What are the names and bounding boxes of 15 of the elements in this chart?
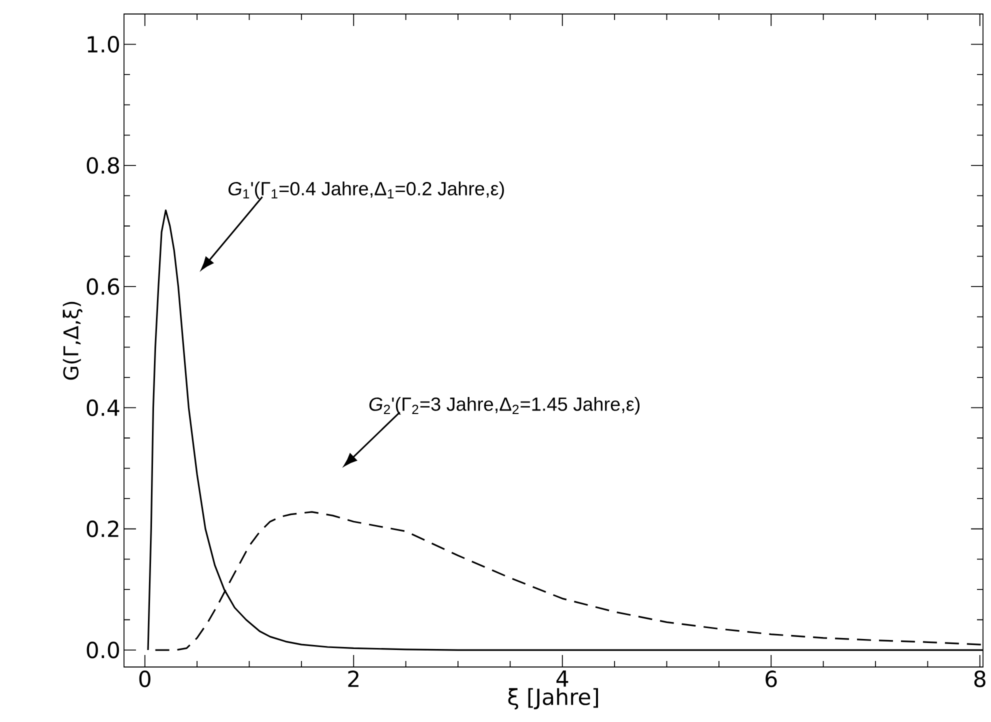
x-axis-title: ξ [Jahre] bbox=[508, 688, 598, 710]
annotation: G$_{2}$'(Γ$_{2}$=3 Jahre,Δ$_{2}$=1.45 Jahre,ε) bbox=[369, 396, 640, 415]
x-tick-label: 6 bbox=[766, 670, 777, 688]
y-tick-label: 0.8 bbox=[86, 157, 119, 174]
x-tick-label: 0 bbox=[139, 670, 150, 688]
x-tick-label: 2 bbox=[348, 670, 358, 687]
y-tick-label: 0.2 bbox=[86, 520, 118, 538]
x-tick-label: 4 bbox=[556, 670, 568, 687]
x-tick-label: 8 bbox=[974, 670, 986, 688]
y-axis-title: G(Γ,Δ,ξ) bbox=[62, 302, 82, 380]
y-tick-label: 0.0 bbox=[86, 642, 119, 658]
y-tick-label: 0.6 bbox=[86, 278, 120, 295]
y-tick-label: 0.4 bbox=[86, 399, 120, 416]
y-tick-label: 1.0 bbox=[88, 36, 119, 53]
annotation: G$_{1}$'(Γ$_{1}$=0.4 Jahre,Δ$_{1}$=0.2 Jahre,ε) bbox=[228, 181, 504, 200]
